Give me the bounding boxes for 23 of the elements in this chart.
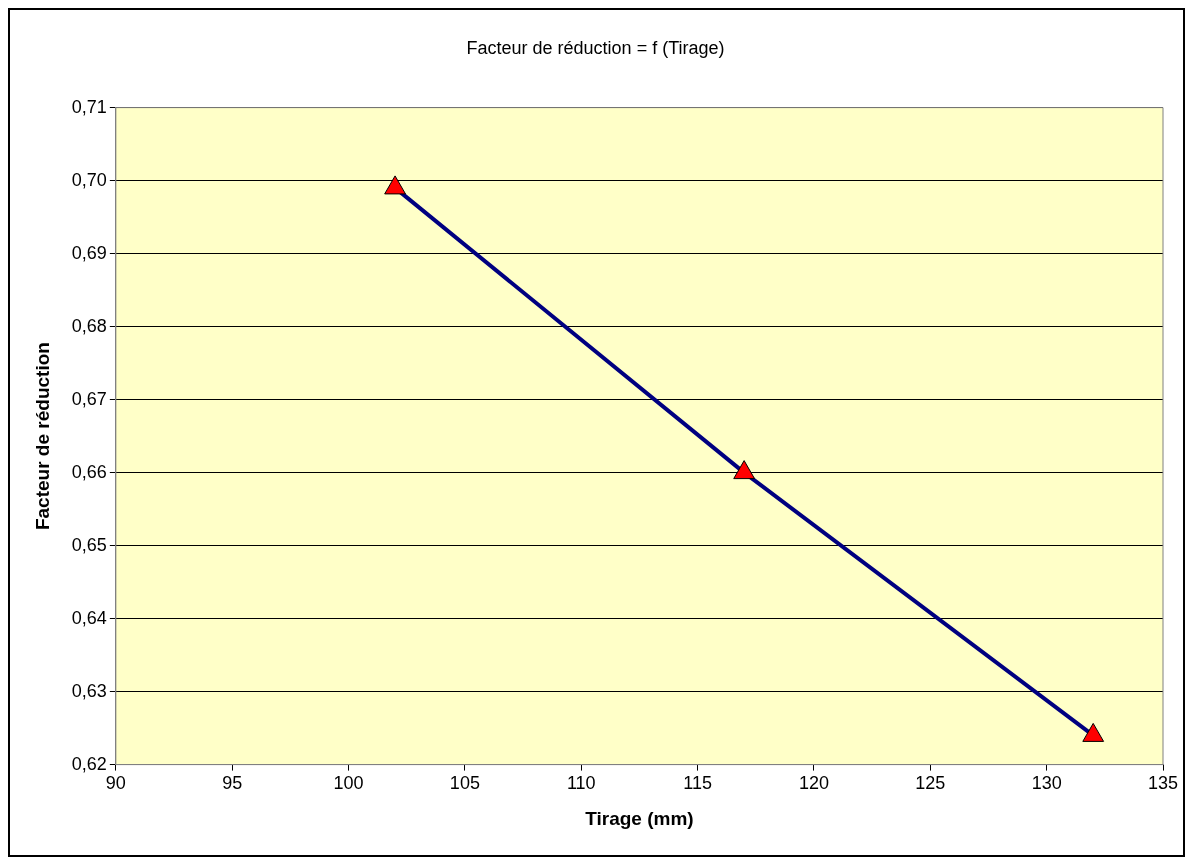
y-tick-label: 0,71 — [71, 96, 107, 117]
y-tick-label: 0,68 — [71, 315, 107, 336]
y-tick-label: 0,64 — [71, 607, 107, 628]
chart-title: Facteur de réduction = f (Tirage) — [466, 37, 725, 58]
y-tick-label: 0,62 — [71, 753, 107, 774]
y-tick-label: 0,69 — [71, 242, 107, 263]
y-axis-title: Facteur de réduction — [31, 342, 53, 531]
y-tick-label: 0,67 — [71, 388, 107, 409]
x-tick-label: 95 — [222, 773, 243, 794]
x-tick-label: 125 — [915, 773, 946, 794]
x-tick-label: 115 — [683, 773, 712, 794]
x-tick-label: 135 — [1147, 773, 1179, 794]
x-axis-title: Tirage (mm) — [585, 807, 694, 829]
x-tick-label: 130 — [1031, 773, 1062, 794]
x-tick-label: 100 — [333, 773, 364, 794]
x-tick-label: 105 — [449, 773, 480, 794]
y-tick-label: 0,65 — [71, 534, 107, 555]
x-tick-label: 90 — [105, 773, 126, 794]
y-tick-label: 0,63 — [71, 680, 107, 701]
x-tick-label: 120 — [798, 773, 829, 794]
y-tick-label: 0,66 — [71, 461, 107, 482]
x-tick-label: 110 — [566, 773, 596, 794]
y-tick-label: 0,70 — [71, 169, 107, 190]
